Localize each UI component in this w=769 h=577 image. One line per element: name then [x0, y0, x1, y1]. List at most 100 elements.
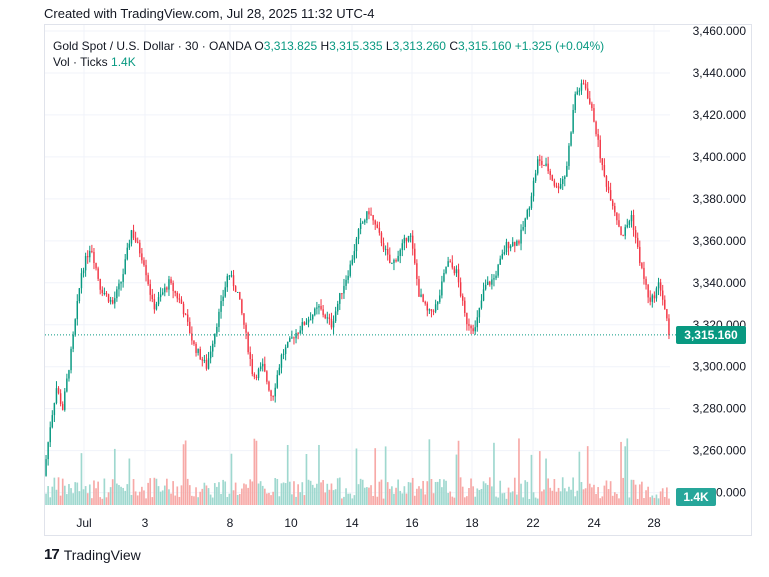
time-tick-label: 16: [405, 516, 419, 530]
candle-body: [486, 281, 489, 285]
volume-bar: [216, 486, 218, 505]
candle-body: [545, 163, 547, 166]
volume-bar: [266, 493, 268, 505]
candle-body: [647, 284, 649, 298]
ohlc-legend: Gold Spot / U.S. Dollar · 30 · OANDA O3,…: [53, 37, 604, 55]
candle-body: [476, 317, 479, 328]
volume-bar: [661, 488, 664, 505]
symbol-description[interactable]: Gold Spot / U.S. Dollar · 30 · OANDA: [53, 39, 252, 53]
candle-body: [457, 269, 460, 283]
candle-body: [211, 343, 214, 352]
candle-body: [141, 253, 143, 261]
grid-lines: [45, 25, 670, 505]
candle-body: [451, 262, 454, 268]
volume-bar: [126, 484, 129, 505]
volume-bar: [536, 498, 539, 505]
volume-bar: [259, 481, 262, 505]
candle-body: [370, 214, 372, 216]
volume-bar: [605, 480, 608, 505]
volume-bar: [624, 446, 627, 505]
volume-bar: [368, 487, 370, 505]
candle-body: [178, 298, 181, 300]
candle-body: [407, 235, 410, 242]
candle-body: [459, 282, 462, 296]
candle-body: [493, 278, 495, 280]
candle-body: [174, 291, 176, 293]
volume-bar: [474, 496, 477, 505]
volume-bar: [84, 486, 87, 505]
candle-body: [278, 367, 281, 375]
candle-body: [645, 278, 647, 285]
candle-body: [549, 171, 551, 176]
volume-bar: [374, 448, 377, 505]
candle-body: [539, 159, 541, 161]
price-tick-label: 3,460.000: [693, 24, 747, 38]
candle-body: [430, 309, 433, 312]
candle-body: [318, 306, 320, 308]
tradingview-logo[interactable]: 17 TradingView: [44, 546, 141, 563]
volume-bar: [341, 498, 343, 505]
candle-body: [101, 289, 104, 294]
volume-bar: [76, 482, 79, 505]
candle-body: [611, 200, 614, 207]
candle-body: [614, 206, 616, 213]
volume-bar: [270, 495, 272, 505]
candle-body: [93, 251, 95, 264]
volume-bar: [195, 487, 197, 505]
candle-body: [616, 212, 618, 221]
volume-bar: [326, 483, 329, 505]
candle-body: [184, 314, 187, 316]
candle-body: [257, 369, 260, 378]
volume-bar: [351, 498, 354, 505]
volume-bar: [586, 446, 589, 505]
candle-body: [109, 300, 112, 302]
candle-body: [495, 275, 497, 279]
volume-bar: [274, 478, 277, 505]
volume-bar: [541, 491, 543, 505]
candle-body: [420, 294, 422, 297]
candle-body: [228, 275, 231, 277]
volume-bar: [591, 487, 593, 505]
candle-body: [122, 274, 124, 282]
volume-bar: [72, 493, 74, 505]
candle-body: [603, 165, 606, 177]
volume-bar: [449, 491, 452, 505]
volume-bar: [347, 493, 349, 505]
candle-body: [159, 294, 162, 298]
volume-bar: [330, 483, 333, 505]
volume-bar: [432, 493, 435, 505]
candle-body: [514, 242, 516, 246]
volume-bar: [151, 497, 154, 505]
volume-bar: [357, 484, 360, 505]
volume-bar: [299, 492, 302, 505]
volume-bar: [520, 483, 522, 505]
candle-body: [376, 224, 379, 228]
candle-body: [128, 243, 131, 248]
time-axis[interactable]: Jul 3 8 10 14 16 18 22 24 28: [76, 516, 661, 530]
candle-body: [301, 322, 304, 331]
candle-body: [489, 281, 491, 285]
volume-bar: [211, 497, 214, 505]
candle-body: [226, 276, 229, 288]
volume-bar: [580, 482, 583, 505]
candle-body: [524, 218, 526, 227]
volume-bar: [230, 453, 233, 505]
volume-bar: [253, 438, 256, 505]
candle-body: [203, 359, 206, 361]
candle-body: [326, 317, 329, 319]
volume-bar: [241, 488, 243, 505]
candle-body: [666, 309, 668, 319]
volume-bar: [113, 448, 116, 505]
candle-body: [143, 260, 145, 266]
candle-body: [84, 256, 87, 271]
candle-body: [320, 306, 322, 310]
volume-label[interactable]: Vol · Ticks: [53, 55, 108, 69]
candle-body: [628, 221, 631, 225]
change-value: +1.325 (+0.04%): [514, 39, 605, 53]
volume-bar: [159, 491, 162, 505]
volume-bar: [516, 494, 518, 505]
candle-body: [559, 183, 562, 189]
volume-bar: [378, 481, 381, 505]
volume-bar: [88, 484, 91, 505]
